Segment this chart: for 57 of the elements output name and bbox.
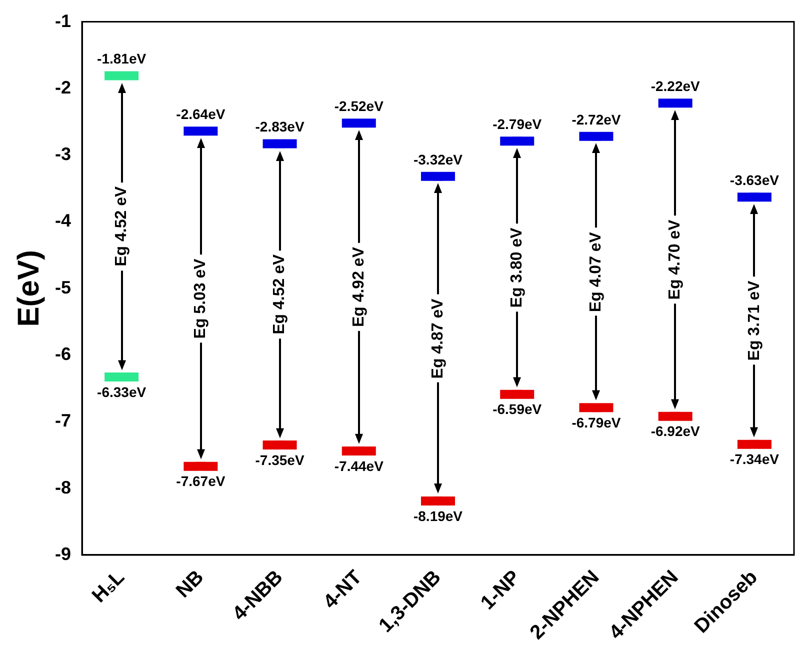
data-label: -2.79eV	[492, 116, 542, 132]
annotation: Eg 5.03 eV	[192, 258, 210, 339]
y-tick-label: -2	[54, 77, 72, 98]
point	[117, 71, 126, 80]
data-label: -7.44eV	[334, 458, 384, 474]
data-label: -2.72eV	[572, 111, 622, 128]
data-label: -6.92eV	[650, 423, 701, 440]
annotation: Eg 3.80 eV	[508, 227, 526, 308]
point	[670, 412, 680, 421]
point	[592, 132, 601, 141]
point	[670, 98, 680, 108]
data-label: -2.52eV	[334, 98, 384, 114]
point	[512, 390, 522, 399]
x-tick-label: NB	[172, 566, 208, 602]
x-tick-label: H₅L	[88, 566, 129, 608]
annotation: Eg 4.70 eV	[666, 219, 684, 300]
point	[117, 372, 126, 382]
point	[750, 192, 759, 202]
y-tick-label: -9	[54, 544, 72, 564]
y-tick-label: -8	[54, 477, 72, 498]
data-label: -8.19eV	[413, 508, 464, 524]
point	[512, 136, 522, 146]
data-label: -6.59eV	[492, 401, 542, 418]
data-label: -3.63eV	[730, 172, 780, 188]
data-label: -3.32eV	[413, 151, 464, 168]
annotation: Eg 4.92 eV	[350, 246, 368, 328]
y-tick-label: -3	[54, 144, 72, 164]
data-label: -7.34eV	[730, 451, 780, 468]
point	[433, 172, 443, 181]
data-label: -7.67eV	[176, 473, 226, 490]
y-tick-label: -6	[54, 344, 72, 364]
data-label: -1.81eV	[97, 50, 147, 67]
y-tick-label: -7	[54, 410, 72, 431]
data-label: -6.79eV	[572, 414, 622, 431]
point	[354, 118, 364, 128]
point	[275, 440, 284, 450]
data-label: -7.35eV	[255, 452, 305, 468]
point	[275, 139, 284, 148]
annotation: Eg 3.71 eV	[746, 280, 763, 361]
point	[592, 403, 601, 412]
point	[750, 440, 759, 449]
annotation: Eg 4.07 eV	[588, 232, 605, 312]
y-axis-title: E(eV)	[12, 250, 46, 327]
data-label: -2.83eV	[255, 118, 305, 135]
point	[433, 496, 443, 506]
point	[196, 462, 206, 471]
annotation: Eg 4.52 eV	[112, 186, 130, 266]
y-tick-label: -5	[54, 277, 72, 298]
point	[354, 446, 364, 456]
y-tick-label: -4	[54, 210, 72, 231]
annotation: Eg 4.87 eV	[429, 298, 446, 379]
y-tick-label: -1	[54, 10, 72, 31]
data-label: -2.64eV	[176, 106, 226, 122]
data-label: -2.22eV	[650, 78, 701, 94]
data-label: -6.33eV	[97, 384, 147, 400]
point	[196, 126, 206, 136]
annotation: Eg 4.52 eV	[271, 254, 288, 334]
